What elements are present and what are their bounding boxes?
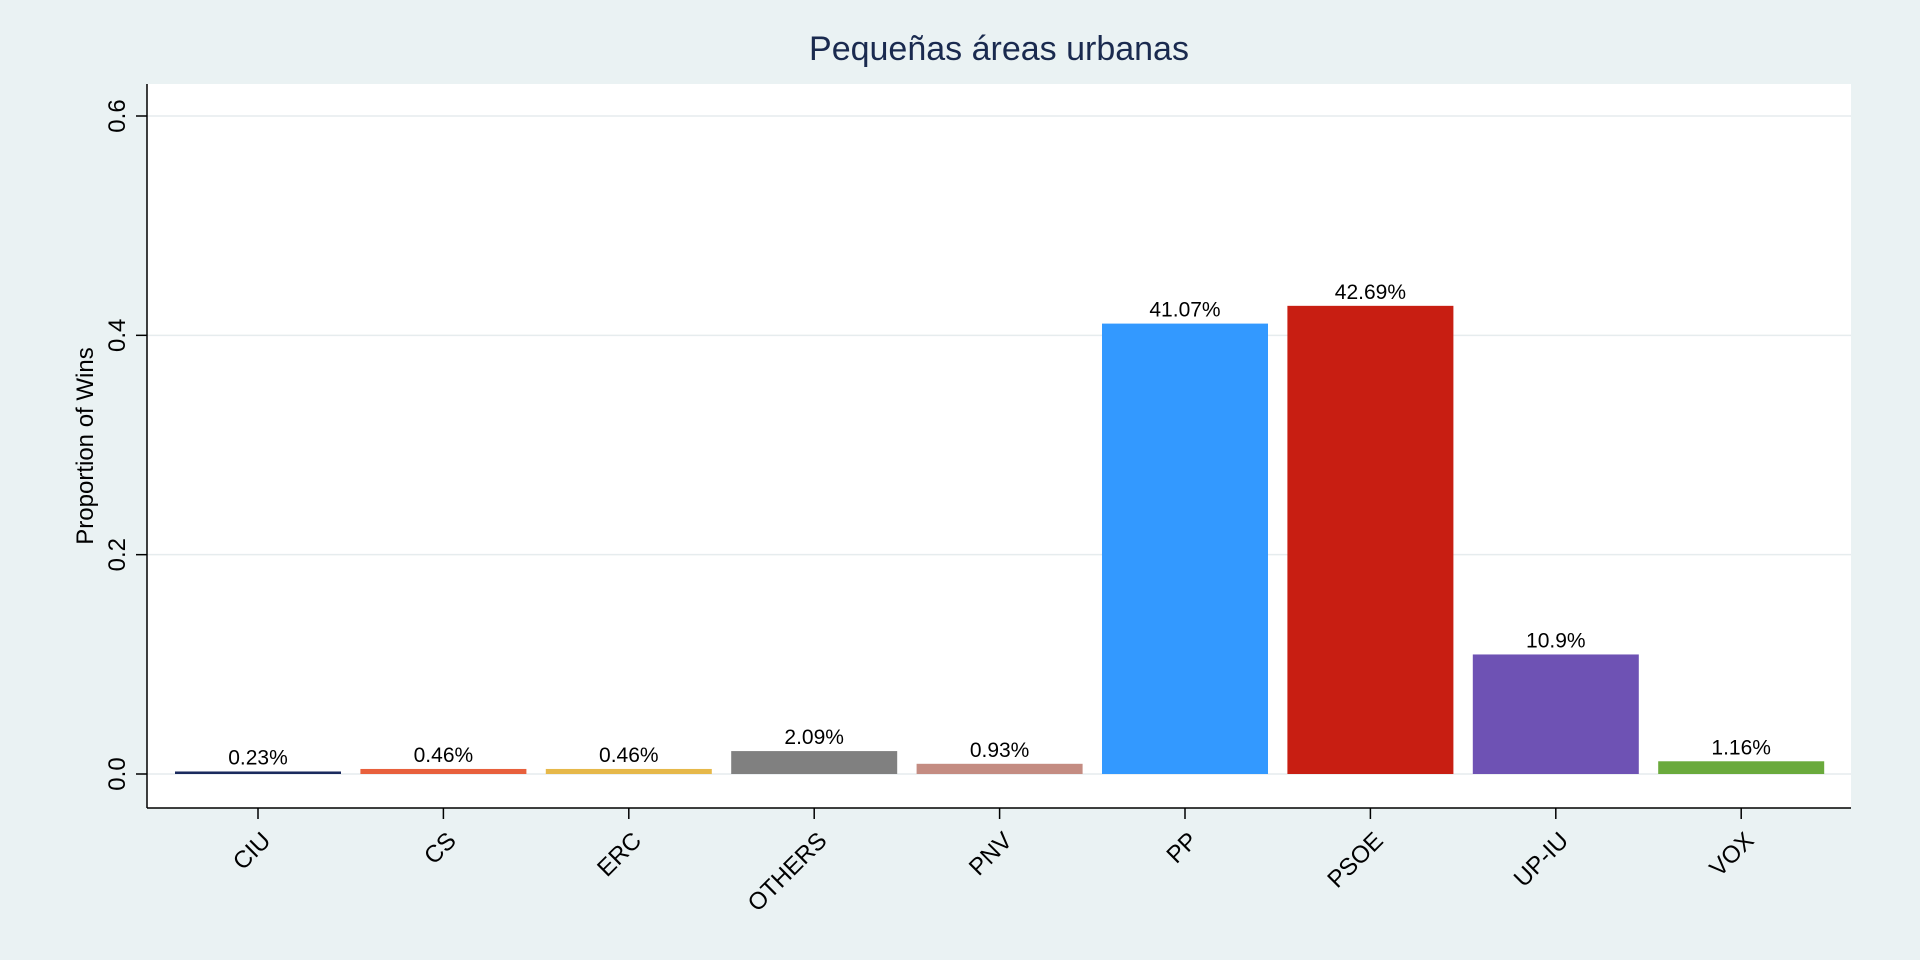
- bar-ciu: [175, 771, 341, 774]
- data-label-others: 2.09%: [784, 726, 844, 749]
- x-tick-label-psoe: PSOE: [1322, 827, 1388, 893]
- x-tick-label-ciu: CIU: [228, 827, 276, 875]
- x-tick-label-others: OTHERS: [743, 827, 833, 917]
- bars: [175, 305, 1825, 774]
- bar-up-iu: [1472, 654, 1639, 774]
- data-label-erc: 0.46%: [599, 744, 659, 767]
- data-label-up-iu: 10.9%: [1526, 629, 1586, 652]
- bar-others: [731, 751, 898, 774]
- x-tick-label-pnv: PNV: [964, 827, 1018, 881]
- chart-title: Pequeñas áreas urbanas: [809, 30, 1189, 68]
- y-tick-label: 0.0: [104, 757, 131, 790]
- data-label-ciu: 0.23%: [228, 746, 288, 769]
- y-axis-ticks: 0.0 0.2 0.4 0.6: [104, 99, 147, 791]
- data-label-cs: 0.46%: [414, 744, 474, 767]
- bar-erc: [545, 768, 712, 774]
- data-labels: 0.23% 0.46% 0.46% 2.09% 0.93% 41.07% 42.69% 10.…: [228, 281, 1771, 770]
- x-tick-label-pp: PP: [1162, 827, 1204, 869]
- y-tick-label: 0.2: [104, 538, 131, 571]
- bar-cs: [360, 768, 527, 774]
- data-label-pnv: 0.93%: [970, 739, 1030, 762]
- bar-pp: [1102, 323, 1268, 774]
- bar-vox: [1658, 761, 1825, 774]
- y-tick-label: 0.4: [104, 319, 131, 352]
- x-tick-label-up-iu: UP-IU: [1509, 827, 1574, 892]
- bar-psoe: [1287, 305, 1454, 774]
- data-label-vox: 1.16%: [1711, 736, 1771, 759]
- y-axis-label: Proportion of Wins: [72, 347, 99, 544]
- bar-pnv: [916, 763, 1083, 774]
- data-label-psoe: 42.69%: [1335, 281, 1406, 304]
- y-tick-label: 0.6: [104, 99, 131, 132]
- x-tick-label-erc: ERC: [592, 827, 647, 882]
- x-tick-label-vox: VOX: [1705, 827, 1760, 882]
- x-tick-label-cs: CS: [419, 827, 462, 870]
- data-label-pp: 41.07%: [1149, 299, 1220, 322]
- x-axis-ticks: CIU CS ERC OTHERS PNV PP PSOE UP-IU VOX: [228, 808, 1760, 917]
